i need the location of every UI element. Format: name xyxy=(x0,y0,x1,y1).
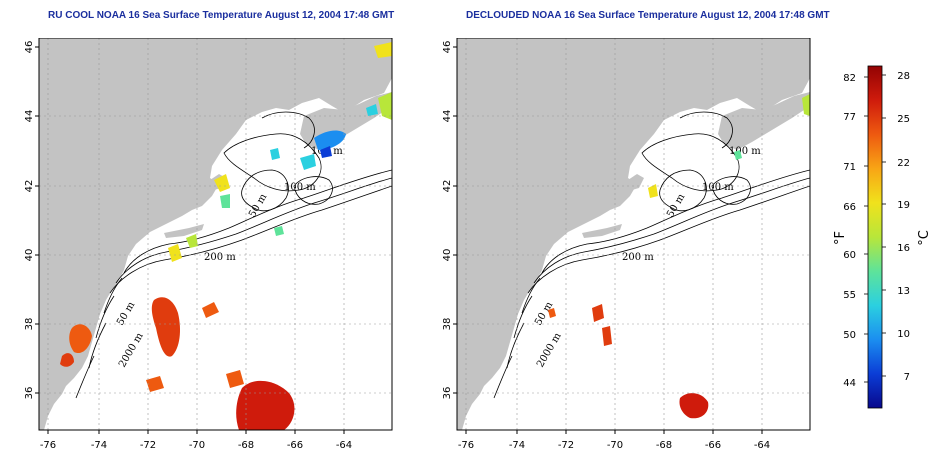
y-tick-label: 46 xyxy=(442,41,453,54)
x-tick-label: -64 xyxy=(336,440,352,451)
y-tick-label: 42 xyxy=(442,180,453,193)
y-tick-label: 42 xyxy=(24,180,35,193)
raw-sst-map: 100 m 100 m 50 m 200 m 50 m 2000 m xyxy=(24,38,393,451)
left-map-title: RU COOL NOAA 16 Sea Surface Temperature … xyxy=(48,10,395,21)
colorbar-tickmarks xyxy=(864,74,886,383)
celsius-tick: 25 xyxy=(897,114,910,125)
celsius-tick: 28 xyxy=(897,71,910,82)
land-mass xyxy=(457,38,810,430)
nova-scotia xyxy=(718,92,810,150)
contour-label-200m: 200 m xyxy=(204,252,236,263)
contour-label-100m-east: 100 m xyxy=(702,182,734,193)
fahrenheit-tick: 44 xyxy=(843,378,856,389)
contour-label-200m: 200 m xyxy=(622,252,654,263)
celsius-tick: 22 xyxy=(897,158,910,169)
x-tick-label: -72 xyxy=(558,440,574,451)
x-tick-label: -66 xyxy=(287,440,303,451)
celsius-tick: 10 xyxy=(897,329,910,340)
celsius-ticks: 28 25 22 19 16 13 10 7 xyxy=(897,71,910,383)
fahrenheit-ticks: 82 77 71 66 60 55 50 44 xyxy=(843,73,856,389)
fahrenheit-tick: 71 xyxy=(843,162,856,173)
y-tick-label: 36 xyxy=(24,387,35,400)
x-tick-label: -76 xyxy=(40,440,56,451)
fahrenheit-tick: 55 xyxy=(843,290,856,301)
x-tick-label: -68 xyxy=(656,440,672,451)
x-tick-label: -70 xyxy=(189,440,205,451)
temperature-colorbar: 82 77 71 66 60 55 50 44 28 25 22 19 16 1… xyxy=(833,65,932,409)
sst-pixels xyxy=(548,94,810,419)
long-island xyxy=(582,224,622,238)
sst-pixels xyxy=(60,42,392,430)
x-tick-label: -68 xyxy=(238,440,254,451)
y-axis-ticks xyxy=(35,46,39,394)
map-frame xyxy=(38,38,393,431)
celsius-tick: 7 xyxy=(904,372,910,383)
declouded-sst-map: 100 m 100 m 50 m 200 m 50 m 2000 m xyxy=(442,38,811,451)
fahrenheit-unit-label: °F xyxy=(833,231,848,245)
x-axis-ticks xyxy=(465,430,763,434)
contour-label-100m-east: 100 m xyxy=(284,182,316,193)
fahrenheit-tick: 60 xyxy=(843,250,856,261)
x-tick-label: -76 xyxy=(458,440,474,451)
x-tick-label: -64 xyxy=(754,440,770,451)
y-axis-ticks xyxy=(453,46,457,394)
fahrenheit-tick: 77 xyxy=(843,112,856,123)
y-tick-label: 40 xyxy=(442,249,453,262)
y-tick-label: 38 xyxy=(24,318,35,331)
fahrenheit-tick: 82 xyxy=(843,73,856,84)
map-frame xyxy=(456,38,811,431)
celsius-tick: 16 xyxy=(897,243,910,254)
y-tick-label: 44 xyxy=(442,110,453,123)
land-mass xyxy=(39,38,392,430)
gridlines xyxy=(39,38,392,430)
celsius-tick: 13 xyxy=(897,286,910,297)
x-tick-label: -74 xyxy=(509,440,525,451)
celsius-tick: 19 xyxy=(897,200,910,211)
contour-label-100m-north: 100 m xyxy=(729,146,761,157)
y-tick-label: 38 xyxy=(442,318,453,331)
celsius-unit-label: °C xyxy=(917,230,932,246)
x-tick-label: -72 xyxy=(140,440,156,451)
right-map-title: DECLOUDED NOAA 16 Sea Surface Temperatur… xyxy=(466,10,830,21)
x-tick-label: -74 xyxy=(91,440,107,451)
x-tick-label: -66 xyxy=(705,440,721,451)
fahrenheit-tick: 66 xyxy=(843,202,856,213)
colorbar-gradient xyxy=(867,65,883,409)
y-tick-label: 36 xyxy=(442,387,453,400)
y-tick-label: 40 xyxy=(24,249,35,262)
x-tick-label: -70 xyxy=(607,440,623,451)
long-island xyxy=(164,224,204,238)
y-tick-label: 44 xyxy=(24,110,35,123)
fahrenheit-tick: 50 xyxy=(843,330,856,341)
gridlines xyxy=(457,38,810,430)
x-axis-ticks xyxy=(47,430,345,434)
y-tick-label: 46 xyxy=(24,41,35,54)
